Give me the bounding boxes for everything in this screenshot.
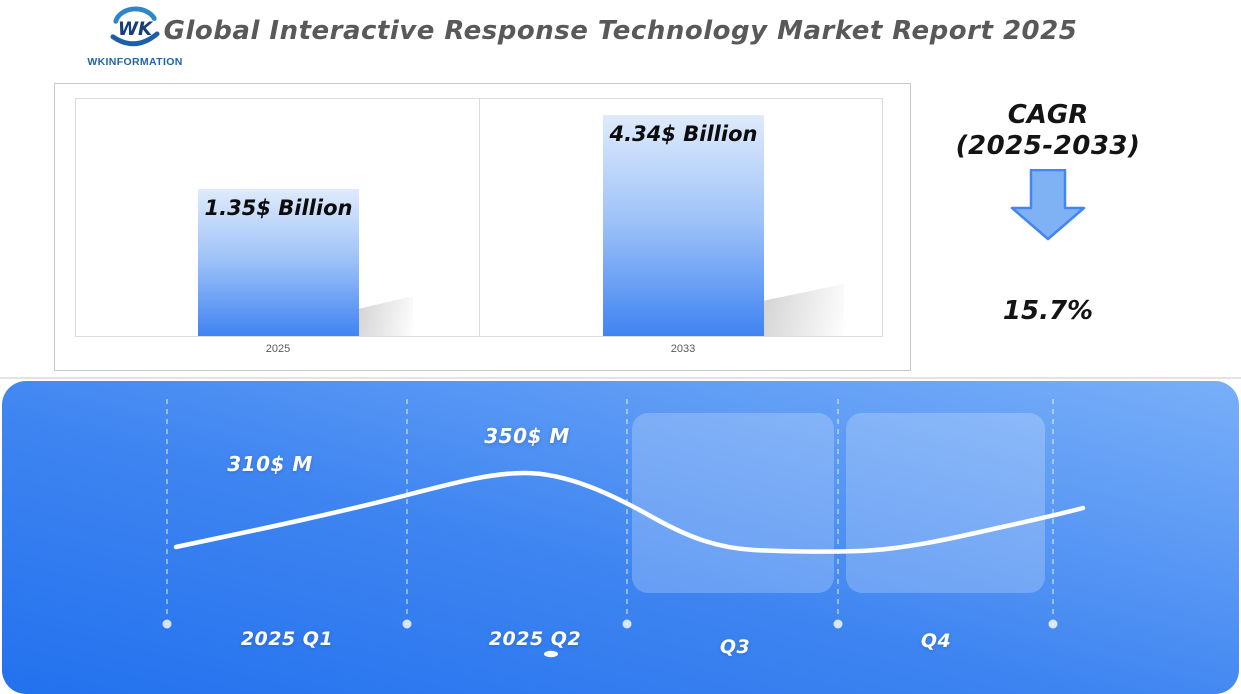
bar-chart-box: 1.35$ Billion 4.34$ Billion 2025 2033: [54, 83, 911, 371]
cagr-value: 15.7%: [1002, 296, 1094, 327]
quarterly-line-chart: [162, 399, 1086, 658]
bar-shadow: [359, 296, 413, 336]
point-label-q2: 350$ M: [484, 424, 570, 448]
point-label-q1: 310$ M: [227, 452, 313, 476]
x-axis-label-2033: 2033: [670, 343, 696, 355]
bar-2033-value-label: 4.34$ Billion: [609, 122, 758, 146]
bar-chart-plot-area: 1.35$ Billion 4.34$ Billion: [75, 98, 883, 337]
cagr-range: (2025-2033): [955, 131, 1141, 162]
plot-divider-line: [479, 99, 480, 336]
q4-placeholder-card: [846, 413, 1045, 593]
dashed-gridlines: [166, 399, 1054, 615]
logo-name: WKINFORMATION: [87, 56, 183, 68]
axis-label-2025-q1: 2025 Q1: [240, 628, 334, 650]
q2-marker-ellipse: [544, 650, 558, 658]
gridline-end-dots: [162, 619, 1058, 629]
down-arrow-icon: [1010, 169, 1086, 241]
axis-label-q3: Q3: [719, 636, 751, 658]
bar-2025: 1.35$ Billion: [198, 189, 359, 336]
page-title: Global Interactive Response Technology M…: [163, 16, 1078, 46]
trend-curve: [173, 470, 1086, 554]
cagr-block: CAGR (2025-2033) 15.7%: [952, 100, 1144, 326]
axis-label-q4: Q4: [920, 630, 952, 652]
bar-shadow: [764, 284, 844, 336]
globe-wk-icon: WK: [110, 6, 160, 47]
q3-placeholder-card: [632, 413, 834, 593]
wkinformation-logo: WK WKINFORMATION: [70, 5, 200, 68]
panel-top-divider: [0, 377, 1241, 379]
axis-label-2025-q2: 2025 Q2: [488, 628, 582, 650]
bar-2033: 4.34$ Billion: [603, 115, 764, 336]
quarterly-panel: 310$ M 350$ M 2025 Q1 2025 Q2 Q3 Q4: [2, 381, 1239, 694]
logo-mark-text: WK: [118, 19, 154, 40]
cagr-title: CAGR: [1007, 100, 1089, 130]
bar-2025-value-label: 1.35$ Billion: [204, 196, 353, 220]
x-axis-label-2025: 2025: [265, 343, 291, 355]
